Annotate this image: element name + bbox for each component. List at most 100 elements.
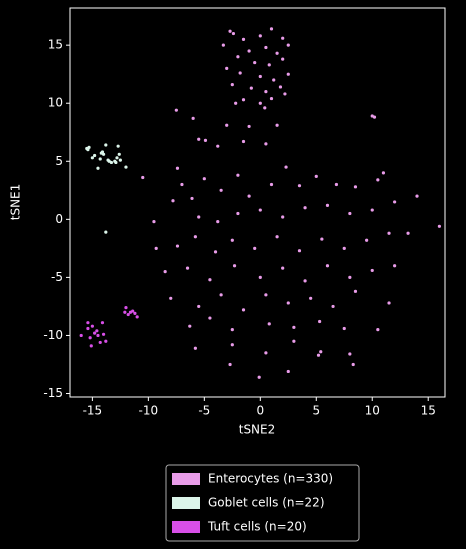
point — [86, 148, 90, 152]
point — [241, 308, 246, 312]
point — [325, 203, 330, 208]
point — [319, 350, 323, 354]
x-tick-label: 5 — [312, 404, 320, 418]
point — [264, 142, 268, 146]
point — [314, 174, 318, 178]
point — [258, 101, 262, 105]
y-tick-label: 0 — [55, 212, 63, 226]
point — [230, 83, 234, 87]
point — [334, 182, 339, 187]
point — [124, 165, 128, 169]
point — [98, 157, 102, 161]
legend-label: Goblet cells (n=22) — [208, 496, 325, 510]
x-tick-label: 10 — [365, 404, 380, 418]
point — [236, 55, 240, 59]
point — [230, 238, 234, 242]
point — [393, 200, 397, 204]
point — [264, 90, 268, 94]
point — [286, 72, 290, 76]
point — [231, 31, 236, 36]
point — [249, 86, 253, 90]
point — [216, 220, 220, 224]
point — [348, 211, 352, 216]
point — [225, 123, 229, 127]
point — [232, 264, 237, 268]
point — [381, 171, 386, 175]
point — [286, 369, 290, 374]
y-tick-label: 15 — [48, 38, 63, 52]
point — [253, 60, 257, 65]
point — [342, 246, 346, 250]
point — [86, 321, 90, 325]
point — [376, 178, 380, 182]
x-tick-label: -10 — [139, 404, 159, 418]
point — [93, 331, 97, 335]
point — [353, 185, 358, 189]
point — [88, 336, 92, 340]
point — [376, 328, 380, 332]
point — [95, 329, 99, 333]
point — [191, 116, 195, 120]
point — [133, 311, 137, 315]
point — [230, 343, 234, 347]
point — [370, 268, 374, 273]
point — [100, 150, 105, 154]
y-axis-label: tSNE1 — [9, 184, 23, 221]
point — [185, 266, 190, 270]
point — [292, 339, 296, 343]
point — [351, 362, 355, 367]
point — [236, 173, 240, 177]
point — [118, 158, 122, 162]
point — [284, 165, 288, 169]
x-tick-label: -15 — [83, 404, 103, 418]
point — [258, 275, 262, 279]
point — [197, 304, 201, 309]
y-tick-label: -5 — [51, 270, 63, 284]
x-tick-label: 0 — [256, 404, 264, 418]
point — [303, 206, 307, 210]
point — [236, 211, 240, 216]
point — [169, 296, 173, 300]
legend-label: Tuft cells (n=20) — [207, 520, 307, 534]
x-tick-label: 15 — [421, 404, 436, 418]
point — [406, 231, 410, 235]
point — [188, 324, 192, 328]
point — [264, 351, 268, 355]
point — [258, 208, 262, 212]
point — [281, 57, 285, 61]
point — [228, 362, 232, 367]
point — [316, 353, 321, 357]
point — [393, 264, 397, 268]
point — [230, 328, 234, 332]
point — [269, 27, 274, 31]
point — [219, 293, 223, 297]
point — [100, 321, 105, 325]
point — [267, 63, 271, 67]
point — [141, 175, 145, 180]
point — [278, 85, 283, 89]
point — [257, 375, 261, 379]
point — [258, 34, 262, 38]
point — [238, 71, 242, 75]
point — [216, 144, 220, 148]
point — [353, 289, 358, 293]
point — [115, 156, 119, 160]
point — [225, 66, 229, 70]
point — [234, 101, 238, 105]
point — [264, 293, 268, 297]
point — [247, 49, 251, 53]
point — [89, 344, 93, 348]
point — [275, 235, 279, 239]
point — [275, 123, 279, 127]
point — [86, 326, 90, 331]
point — [365, 238, 369, 242]
point — [175, 244, 180, 248]
point — [96, 166, 100, 170]
point — [190, 196, 194, 201]
x-axis-label: tSNE2 — [239, 423, 276, 437]
point — [263, 106, 267, 110]
point — [286, 43, 290, 47]
point — [208, 316, 212, 320]
point — [275, 51, 279, 55]
point — [154, 246, 158, 250]
